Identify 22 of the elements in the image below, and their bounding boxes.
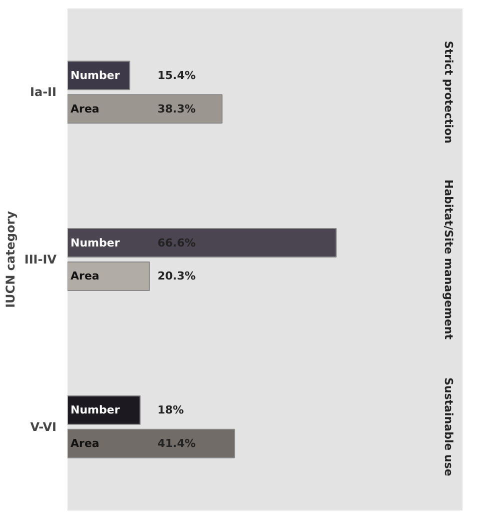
text: Strict protection	[442, 40, 455, 144]
bar	[68, 262, 150, 291]
series-label: Area	[70, 102, 100, 116]
series-label: Number	[70, 68, 120, 82]
text: Area	[70, 437, 100, 450]
text: Area	[70, 270, 100, 283]
y-axis-title: IUCN category	[3, 210, 18, 308]
y-tick-label: V-VI	[30, 420, 57, 434]
data-label: 20.3%	[158, 270, 196, 283]
text: Habitat/Site management	[442, 180, 455, 340]
bar	[68, 94, 223, 124]
data-label: 38.3%	[158, 102, 196, 116]
y-tick-label: Ia-II	[30, 85, 57, 100]
bar	[68, 228, 337, 258]
data-label: 18%	[158, 404, 184, 417]
data-label: 15.4%	[158, 68, 196, 82]
text: Sustainable use	[442, 377, 455, 476]
y-tick-label: III-IV	[24, 252, 58, 266]
data-label: 41.4%	[158, 437, 196, 450]
bar	[68, 428, 236, 458]
text: Number	[70, 404, 120, 417]
text: Number	[70, 236, 120, 250]
